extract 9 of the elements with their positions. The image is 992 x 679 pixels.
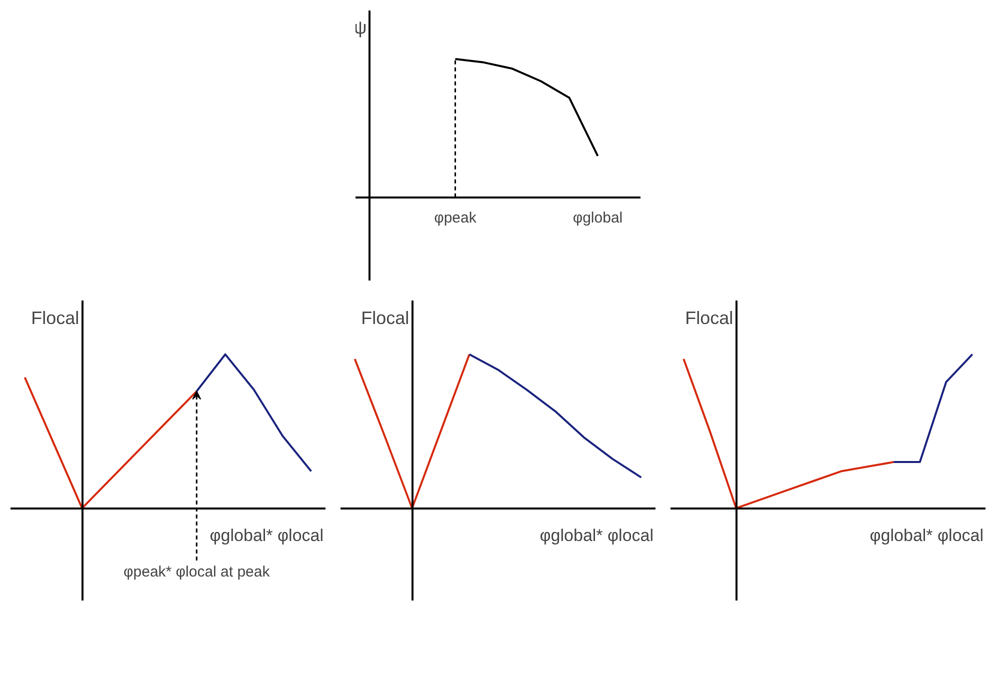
x-axis-title: φglobal* φlocal — [540, 526, 654, 546]
y-axis-title: Flocal — [31, 308, 80, 328]
x-axis-title: φglobal* φlocal — [210, 526, 324, 546]
y-axis-title: Flocal — [685, 308, 734, 328]
x-axis-title: φglobal* φlocal — [870, 526, 984, 546]
x-tick-label: φpeak — [434, 209, 477, 226]
y-axis-title: Flocal — [361, 308, 410, 328]
x-tick-label: φglobal — [572, 209, 623, 226]
annotation: φpeak* φlocal at peak — [124, 564, 270, 581]
